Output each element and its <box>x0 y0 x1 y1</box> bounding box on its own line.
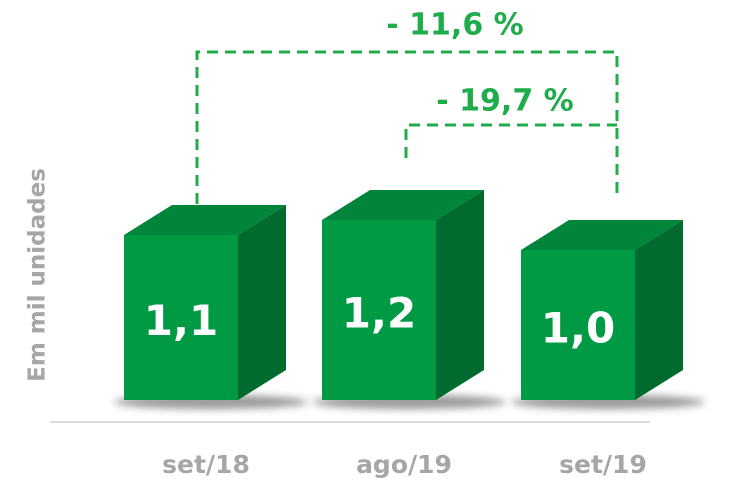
bar-top <box>322 190 484 220</box>
bar-side <box>635 220 683 400</box>
y-axis-label: Em mil unidades <box>25 168 51 382</box>
bracket <box>195 50 619 204</box>
data-label: 1,2 <box>342 289 416 338</box>
x-tick-label: set/19 <box>559 450 647 479</box>
bar <box>521 250 635 400</box>
annotation: - 19,7 % <box>436 84 573 119</box>
annotation: - 11,6 % <box>386 8 523 43</box>
bar-top <box>124 205 286 235</box>
bar <box>322 220 436 400</box>
bar-side <box>436 190 484 400</box>
bar <box>124 235 238 400</box>
data-label: 1,0 <box>541 304 615 353</box>
x-tick-label: ago/19 <box>356 450 452 479</box>
x-tick-label: set/18 <box>162 450 250 479</box>
data-label: 1,1 <box>144 296 218 345</box>
bar-side <box>238 205 286 400</box>
bracket <box>404 123 617 158</box>
bar-top <box>521 220 683 250</box>
